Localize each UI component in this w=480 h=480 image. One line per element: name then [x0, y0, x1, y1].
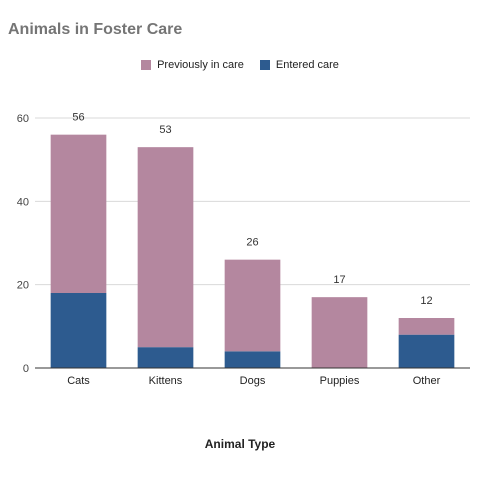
y-tick-label-20: 20 [17, 280, 29, 292]
legend-label-previously-in-care: Previously in care [157, 59, 244, 71]
x-axis-title: Animal Type [204, 437, 276, 451]
legend-item-entered-care: Entered care [259, 59, 339, 71]
y-tick-label-40: 40 [17, 196, 29, 208]
legend-label-entered-care: Entered care [275, 59, 339, 71]
x-tick-label-dogs: Dogs [240, 375, 266, 387]
x-tick-label-cats: Cats [67, 375, 90, 387]
x-tick-label-kittens: Kittens [149, 375, 183, 387]
bar-cats-previously-in-care [50, 134, 107, 293]
data-label-dogs: 26 [246, 237, 258, 249]
bar-puppies-previously-in-care [311, 297, 368, 368]
y-tick-label-0: 0 [23, 363, 29, 375]
bar-dogs-previously-in-care [224, 259, 281, 352]
data-label-puppies: 17 [333, 274, 345, 286]
bar-other-entered-care [398, 334, 455, 368]
x-tick-label-other: Other [413, 375, 441, 387]
bar-cats-entered-care [50, 293, 107, 368]
data-label-kittens: 53 [159, 124, 171, 136]
data-label-other: 12 [420, 295, 432, 307]
legend-swatch-entered-care [259, 60, 270, 70]
bar-other-previously-in-care [398, 318, 455, 335]
legend: Previously in care Entered care [0, 59, 480, 71]
chart-title: Animals in Foster Care [8, 21, 183, 38]
bar-kittens-entered-care [137, 347, 194, 368]
bar-kittens-previously-in-care [137, 147, 194, 348]
legend-item-previously-in-care: Previously in care [141, 59, 244, 71]
y-tick-label-60: 60 [17, 113, 29, 125]
x-tick-label-puppies: Puppies [320, 375, 360, 387]
data-label-cats: 56 [72, 112, 84, 124]
legend-swatch-previously-in-care [141, 60, 152, 70]
bar-dogs-entered-care [224, 351, 281, 368]
